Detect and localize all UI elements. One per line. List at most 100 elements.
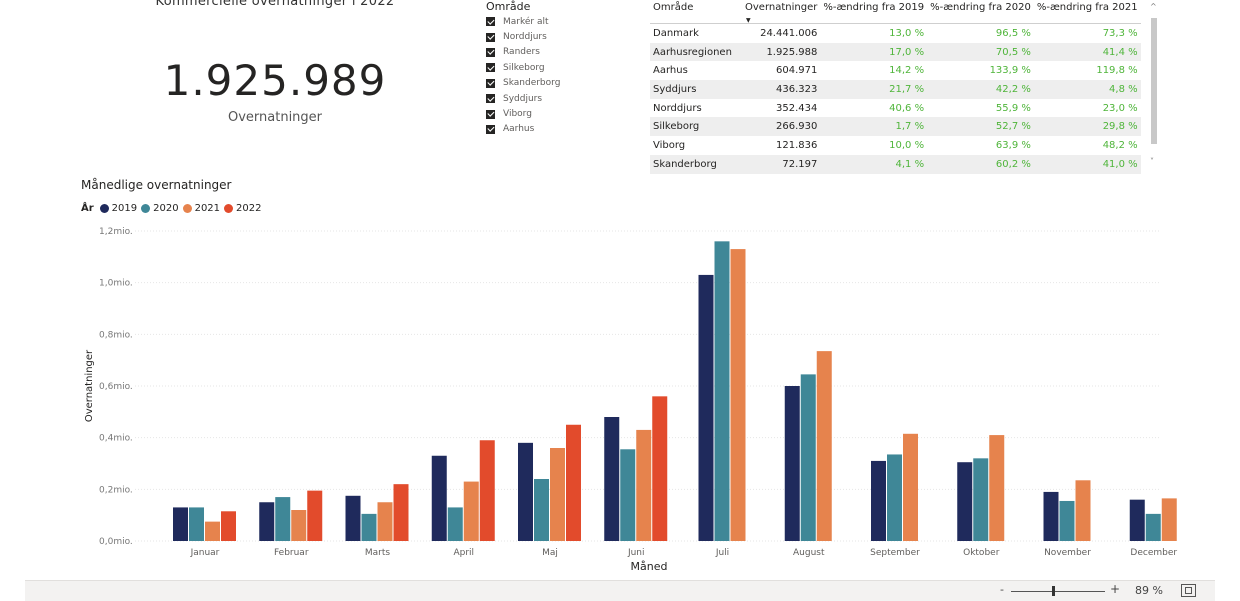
checkbox-checked-icon[interactable] [486, 94, 495, 104]
table-row[interactable]: Norddjurs 352.434 40,6 % 55,9 % 23,0 % [650, 99, 1141, 118]
bar-2019[interactable] [604, 417, 620, 541]
cell-change-2019: 4,1 % [820, 154, 928, 174]
bar-2021[interactable] [989, 435, 1005, 541]
slicer-item-select-all[interactable]: Markér alt [486, 14, 626, 29]
bar-2022[interactable] [652, 396, 668, 541]
bar-2020[interactable] [620, 449, 636, 541]
column-header-change-2019[interactable]: %-ændring fra 2019 [820, 0, 928, 24]
slicer-item-label: Norddjurs [503, 32, 547, 43]
legend-item-2019[interactable]: 2019 [99, 203, 138, 214]
table-row[interactable]: Aarhusregionen 1.925.988 17,0 % 70,5 % 41,4 … [650, 42, 1141, 62]
legend-label: 2019 [111, 203, 138, 214]
chevron-down-icon[interactable]: ˅ [1150, 157, 1154, 166]
bar-2022[interactable] [566, 424, 581, 541]
column-header-change-2020[interactable]: %-ændring fra 2020 [927, 0, 1034, 24]
legend-item-2020[interactable]: 2020 [141, 203, 179, 214]
bar-2020[interactable] [887, 454, 902, 541]
bar-2021[interactable] [1075, 480, 1091, 541]
slicer-item[interactable]: Viborg [486, 106, 626, 121]
bar-2020[interactable] [973, 458, 989, 541]
checkbox-checked-icon[interactable] [486, 17, 495, 27]
bar-2021[interactable] [550, 448, 565, 541]
cell-change-2021: 4,8 % [1033, 80, 1141, 99]
bar-2019[interactable] [345, 495, 361, 541]
bar-2020[interactable] [361, 513, 377, 541]
bar-2020[interactable] [447, 507, 463, 541]
slicer-item[interactable]: Norddjurs [486, 29, 626, 44]
cell-overnights: 604.971 [775, 65, 818, 77]
fit-to-page-icon[interactable] [1181, 584, 1196, 597]
bar-2021[interactable] [730, 249, 746, 542]
table-row[interactable]: Skanderborg 72.197 4,1 % 60,2 % 41,0 % [650, 154, 1141, 174]
bar-2021[interactable] [291, 510, 307, 541]
legend-item-2021[interactable]: 2021 [182, 203, 221, 214]
bar-2021[interactable] [903, 433, 918, 541]
chevron-up-icon[interactable]: ^ [1150, 2, 1157, 11]
bar-2020[interactable] [189, 507, 204, 541]
column-header-change-2021[interactable]: %-ændring fra 2021 [1033, 0, 1141, 24]
cell-change-2019: 1,7 % [820, 117, 928, 137]
column-header-area[interactable]: Område [650, 0, 742, 24]
checkbox-checked-icon[interactable] [486, 32, 495, 42]
bar-2019[interactable] [518, 442, 533, 541]
bar-2021[interactable] [463, 481, 479, 541]
bar-2019[interactable] [957, 462, 973, 541]
zoom-out-button[interactable]: - [1000, 583, 1004, 596]
status-bar: - + 89 % [25, 580, 1215, 601]
bar-2021[interactable] [636, 429, 652, 541]
bar-2020[interactable] [1145, 513, 1161, 541]
legend-label: 2021 [194, 203, 221, 214]
checkbox-checked-icon[interactable] [486, 78, 495, 88]
bar-2019[interactable] [871, 460, 886, 541]
slicer-item[interactable]: Silkeborg [486, 60, 626, 75]
bar-2019[interactable] [1043, 491, 1059, 541]
checkbox-checked-icon[interactable] [486, 109, 495, 119]
checkbox-checked-icon[interactable] [486, 124, 495, 134]
bar-2019[interactable] [698, 274, 714, 541]
table-row[interactable]: Syddjurs 436.323 21,7 % 42,2 % 4,8 % [650, 80, 1141, 99]
slicer-item[interactable]: Syddjurs [486, 91, 626, 106]
column-header-overnights[interactable]: Overnatninger ▼ [742, 0, 821, 24]
slicer-item[interactable]: Randers [486, 45, 626, 60]
bar-2019[interactable] [259, 502, 275, 541]
slicer-item-label: Markér alt [503, 16, 549, 27]
zoom-slider-thumb[interactable] [1052, 586, 1055, 596]
bar-2019[interactable] [431, 455, 447, 541]
x-tick-label: December [1130, 548, 1177, 558]
zoom-in-button[interactable]: + [1110, 582, 1121, 596]
bar-2021[interactable] [1161, 498, 1177, 541]
chart-title: Månedlige overnatninger [81, 178, 232, 192]
scrollbar-thumb[interactable] [1151, 18, 1157, 144]
bar-2019[interactable] [1129, 499, 1145, 541]
x-tick-label: Maj [542, 548, 558, 558]
bar-2022[interactable] [393, 484, 409, 541]
table-row[interactable]: Viborg 121.836 10,0 % 63,9 % 48,2 % [650, 136, 1141, 155]
checkbox-checked-icon[interactable] [486, 63, 495, 73]
bar-2021[interactable] [816, 351, 832, 541]
table-row[interactable]: Silkeborg 266.930 1,7 % 52,7 % 29,8 % [650, 117, 1141, 137]
x-tick-label: Juni [627, 548, 645, 558]
checkbox-checked-icon[interactable] [486, 47, 495, 57]
bar-2020[interactable] [534, 479, 549, 541]
bar-2021[interactable] [377, 502, 393, 541]
bar-2022[interactable] [221, 511, 236, 541]
y-tick-label: 0,2mio. [99, 485, 133, 495]
bar-2022[interactable] [479, 440, 495, 541]
table-row[interactable]: Aarhus 604.971 14,2 % 133,9 % 119,8 % [650, 61, 1141, 80]
kpi-label: Overnatninger [227, 110, 323, 125]
table-scrollbar[interactable]: ^ ˅ [1150, 0, 1158, 176]
slicer-item[interactable]: Skanderborg [486, 76, 626, 91]
bar-2019[interactable] [784, 386, 800, 541]
legend-item-2022[interactable]: 2022 [224, 203, 261, 214]
bar-2020[interactable] [800, 374, 816, 541]
table-row[interactable]: Danmark 24.441.006 13,0 % 96,5 % 73,3 % [650, 24, 1141, 43]
bar-2020[interactable] [1059, 500, 1075, 541]
bar-2022[interactable] [307, 490, 323, 541]
slicer-item[interactable]: Aarhus [486, 122, 626, 137]
bar-2020[interactable] [714, 241, 730, 542]
zoom-slider-track[interactable] [1011, 591, 1105, 592]
bar-2021[interactable] [205, 521, 220, 541]
area-slicer: Område Markér alt Norddjurs Randers Silkebo… [486, 0, 626, 137]
bar-2019[interactable] [173, 507, 188, 541]
bar-2020[interactable] [275, 497, 291, 541]
